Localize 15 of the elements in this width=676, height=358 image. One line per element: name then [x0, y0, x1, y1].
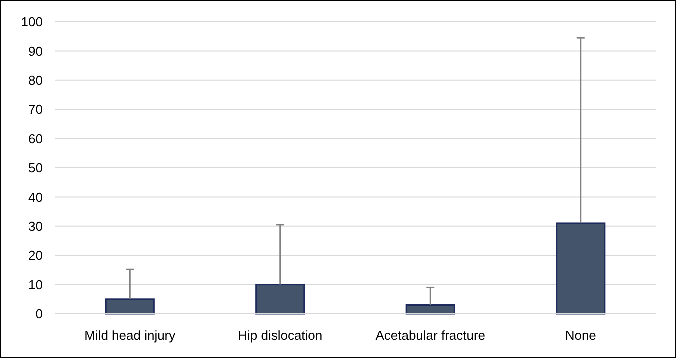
y-tick-label: 90 [28, 44, 43, 59]
y-tick-label: 80 [28, 72, 43, 88]
y-tick-label: 30 [28, 218, 43, 234]
y-tick-label: 40 [28, 190, 43, 205]
x-tick-label: Mild head injury [84, 328, 176, 343]
y-tick-label: 10 [28, 277, 43, 292]
y-tick-label: 0 [36, 306, 43, 322]
x-tick-label: Acetabular fracture [376, 328, 486, 343]
x-tick-label: None [565, 328, 596, 343]
y-tick-label: 100 [21, 14, 43, 30]
y-tick-label: 20 [28, 248, 43, 264]
x-tick-label: Hip dislocation [238, 328, 323, 343]
y-tick-label: 50 [28, 160, 43, 176]
y-tick-label: 70 [28, 102, 43, 118]
y-tick-label: 60 [28, 131, 43, 146]
